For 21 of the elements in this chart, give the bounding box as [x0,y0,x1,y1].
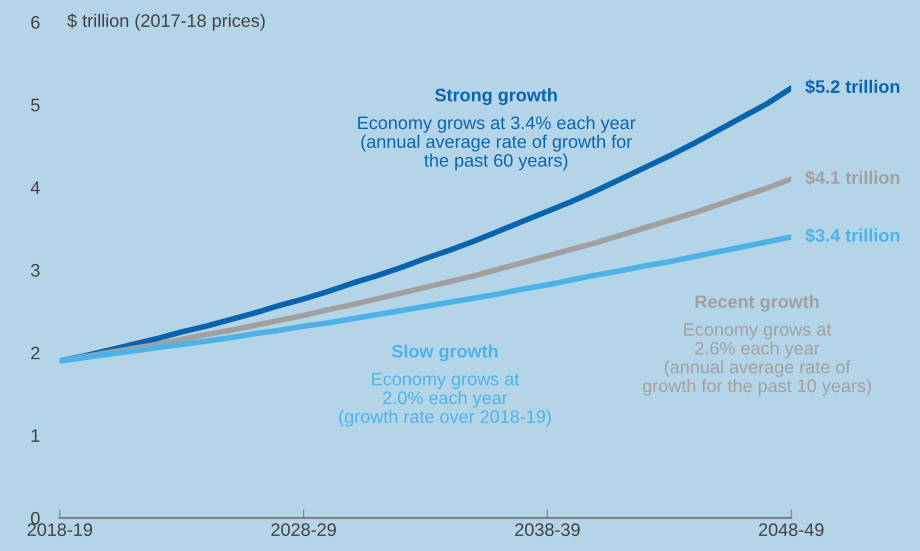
annotation: $5.2 trillion [805,79,900,94]
y-tick-label: 1 [32,429,40,442]
x-tick-label: 2018-19 [28,523,92,536]
series-label: Slow growth [392,344,498,362]
annotation: $4.1 trillion [805,170,900,186]
text: Strong growth [435,88,557,106]
annotation: $3.4 trillion [805,228,900,243]
y-tick-label: 6 [31,16,40,29]
annotation: Economy grows at 2.0% each year (growth rate over 2018-19) [339,372,551,427]
annotation: Economy grows at 2.6% each year (annual average rate of growth for the past 10 years) [642,323,871,396]
x-tick-label: 2028-29 [271,523,336,536]
text: Recent growth [696,294,819,312]
annotation: Economy grows at 3.4% each year (annual average rate of growth for the past 60 years) [358,116,636,170]
y-tick-label: 3 [31,264,40,277]
y-tick-label: 0 [31,512,40,525]
x-tick-label: 2048-49 [758,523,824,536]
x-tick-label: 2038-39 [515,523,580,536]
y-axis-title: $ trillion (2017-18 prices) [67,13,265,31]
y-tick-label: 2 [31,346,40,360]
y-tick-label: 5 [31,98,40,112]
y-tick-label: 4 [30,181,40,194]
